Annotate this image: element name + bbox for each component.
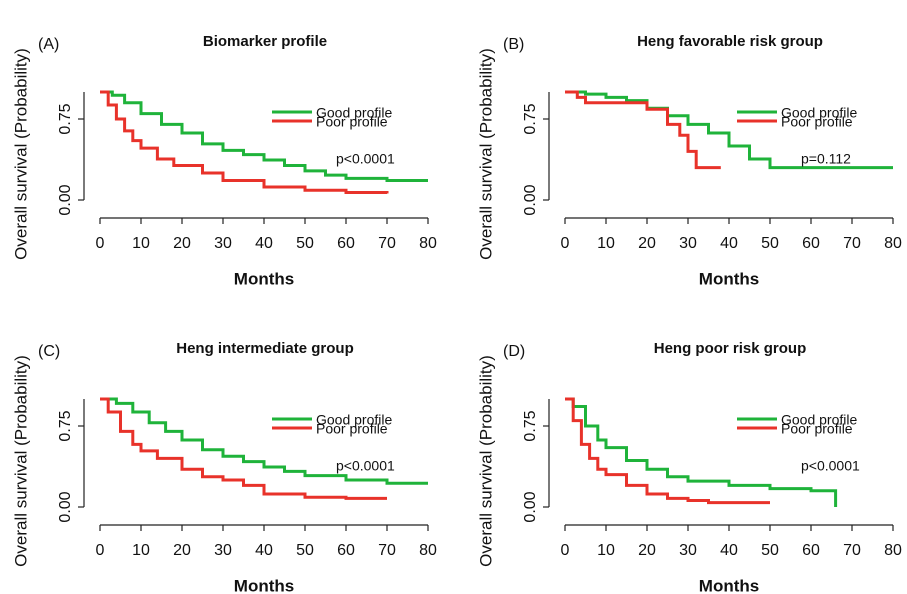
y-tick-label: 0.00 [57, 491, 74, 522]
panel-label: (B) [503, 36, 524, 53]
x-tick-label: 60 [337, 542, 355, 559]
x-axis-label: Months [699, 269, 759, 288]
annotation: p=0.112 [801, 151, 851, 167]
x-tick-label: 0 [561, 235, 570, 252]
x-tick-label: 70 [378, 542, 396, 559]
chart-title: Biomarker profile [203, 33, 327, 50]
y-axis-label: Overall survival (Probability) [476, 355, 495, 567]
x-tick-label: 30 [214, 542, 232, 559]
x-tick-label: 70 [378, 235, 396, 252]
x-tick-label: 60 [802, 235, 820, 252]
x-tick-label: 60 [337, 235, 355, 252]
x-tick-label: 50 [761, 235, 779, 252]
survival-curve [565, 90, 721, 170]
x-tick-label: 40 [255, 235, 273, 252]
y-axis-label: Overall survival (Probability) [11, 355, 30, 567]
x-tick-label: 70 [843, 542, 861, 559]
x-tick-label: 60 [802, 542, 820, 559]
panel: (D) Heng poor risk group Overall survival … [476, 340, 902, 594]
panel-label: (D) [503, 343, 525, 360]
y-tick-label: 0.00 [57, 184, 74, 215]
x-tick-label: 10 [597, 235, 615, 252]
panel: (C) Heng intermediate group Overall surviv… [11, 340, 437, 594]
panel-label: (C) [38, 343, 60, 360]
x-tick-label: 30 [679, 235, 697, 252]
y-tick-label: 0.75 [522, 103, 539, 134]
y-tick-label: 0.00 [522, 491, 539, 522]
chart-title: Heng intermediate group [176, 340, 354, 357]
x-tick-label: 0 [561, 542, 570, 559]
y-axis-label: Overall survival (Probability) [476, 48, 495, 260]
x-tick-label: 40 [720, 235, 738, 252]
survival-curve [100, 90, 428, 183]
x-tick-label: 10 [132, 542, 150, 559]
panel: (B) Heng favorable risk group Overall surv… [476, 33, 902, 289]
x-tick-label: 80 [884, 235, 902, 252]
x-tick-label: 20 [638, 542, 656, 559]
legend-label: Poor profile [316, 114, 388, 130]
x-tick-label: 40 [720, 542, 738, 559]
x-tick-label: 20 [638, 235, 656, 252]
x-tick-label: 80 [419, 235, 437, 252]
x-tick-label: 50 [761, 542, 779, 559]
survival-curve [100, 90, 389, 194]
chart-title: Heng favorable risk group [637, 33, 823, 50]
survival-curve [565, 397, 770, 505]
survival-curve [100, 397, 387, 500]
x-tick-label: 20 [173, 542, 191, 559]
legend-label: Good profile [781, 412, 857, 428]
annotation: p<0.0001 [336, 458, 395, 474]
annotation: p<0.0001 [801, 458, 860, 474]
x-tick-label: 10 [597, 542, 615, 559]
legend-label: Poor profile [781, 114, 853, 130]
x-axis-label: Months [699, 576, 759, 594]
x-tick-label: 70 [843, 235, 861, 252]
x-tick-label: 40 [255, 542, 273, 559]
x-tick-label: 30 [679, 542, 697, 559]
x-axis-label: Months [234, 269, 294, 288]
legend-label: Good profile [781, 105, 857, 121]
survival-curve [565, 397, 838, 507]
legend-label: Poor profile [781, 421, 853, 437]
y-tick-label: 0.75 [57, 103, 74, 134]
x-tick-label: 80 [419, 542, 437, 559]
legend-label: Good profile [316, 412, 392, 428]
x-tick-label: 80 [884, 542, 902, 559]
x-tick-label: 30 [214, 235, 232, 252]
x-tick-label: 50 [296, 542, 314, 559]
legend-label: Good profile [316, 105, 392, 121]
legend-label: Poor profile [316, 421, 388, 437]
y-tick-label: 0.75 [522, 410, 539, 441]
survival-curve [100, 397, 428, 485]
x-tick-label: 50 [296, 235, 314, 252]
panel: (A) Biomarker profile Overall survival (Pr… [11, 33, 437, 289]
panel-label: (A) [38, 36, 59, 53]
annotation: p<0.0001 [336, 151, 395, 167]
y-tick-label: 0.00 [522, 184, 539, 215]
y-tick-label: 0.75 [57, 410, 74, 441]
x-tick-label: 20 [173, 235, 191, 252]
x-tick-label: 0 [96, 235, 105, 252]
x-tick-label: 0 [96, 542, 105, 559]
y-axis-label: Overall survival (Probability) [11, 48, 30, 260]
x-tick-label: 10 [132, 235, 150, 252]
chart-title: Heng poor risk group [654, 340, 807, 357]
x-axis-label: Months [234, 576, 294, 594]
survival-curve [565, 90, 893, 170]
